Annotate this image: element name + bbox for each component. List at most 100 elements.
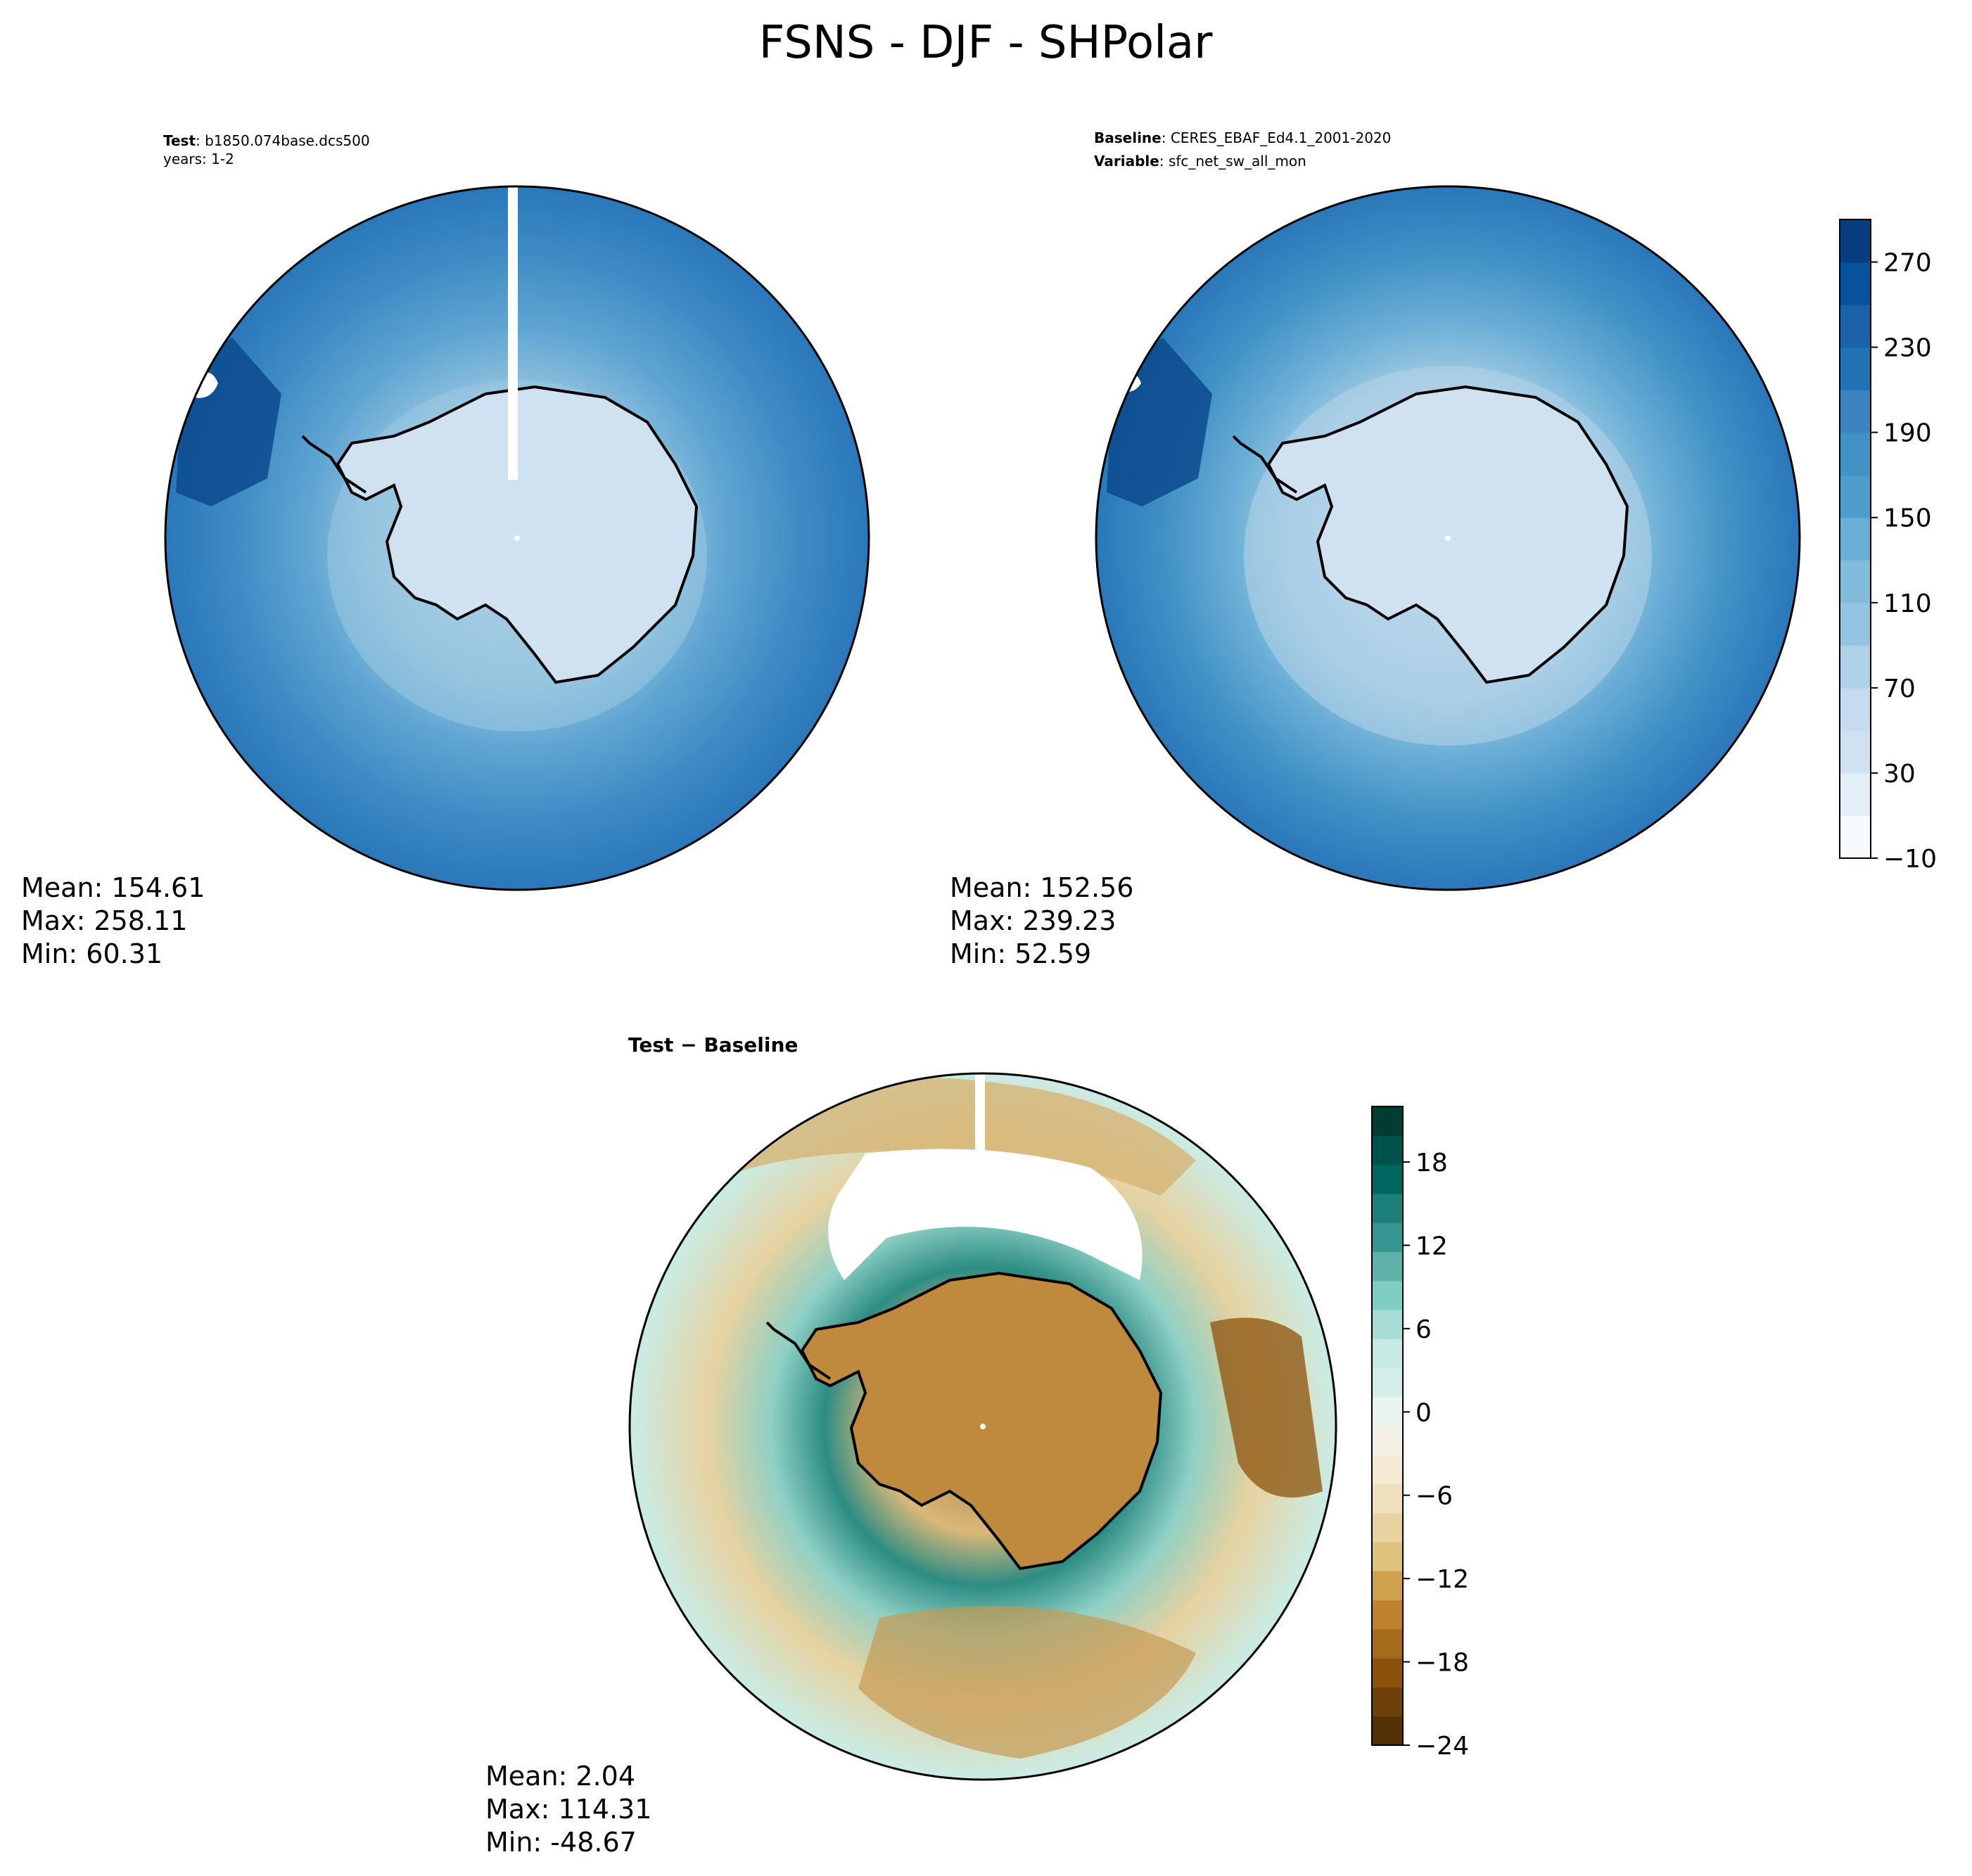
difference-south-brown-region (858, 1606, 1196, 1759)
difference-colorbar-segment (1372, 1455, 1403, 1485)
difference-map (630, 1073, 1336, 1780)
baseline-panel: Baseline: CERES_EBAF_Ed4.1_2001-2020 Var… (950, 129, 1937, 969)
baseline-header-separator: : (1162, 129, 1171, 146)
baseline-colorbar-tick-label: 70 (1883, 675, 1916, 703)
baseline-colorbar-tick-label: 270 (1883, 249, 1932, 278)
baseline-south-pole (1445, 535, 1451, 541)
baseline-colorbar-segment (1840, 305, 1871, 348)
test-missing-meridian (508, 186, 518, 480)
difference-colorbar-segment (1372, 1251, 1403, 1282)
antarctic-peninsula-difference (765, 1321, 832, 1380)
baseline-colorbar-segment (1840, 560, 1871, 604)
test-header-line-2: years: 1-2 (163, 151, 234, 167)
baseline-colorbar-tick-label: 230 (1883, 334, 1932, 363)
baseline-colorbar-frame (1839, 219, 1871, 859)
difference-colorbar-frame (1371, 1106, 1404, 1746)
difference-colorbar-segment (1372, 1135, 1403, 1166)
baseline-colorbar-segment (1840, 815, 1871, 859)
baseline-header-label: Baseline (1094, 129, 1162, 146)
test-min: Min: 60.31 (21, 938, 163, 969)
difference-colorbar-tick-label: −12 (1416, 1565, 1469, 1594)
baseline-colorbar-segment (1840, 602, 1871, 646)
difference-missing-meridian (975, 1073, 985, 1163)
baseline-colorbar-segment (1840, 772, 1871, 817)
difference-colorbar-tick-label: −24 (1416, 1732, 1469, 1761)
baseline-colorbar: −10 30 70 110 150 190 230 270 (1839, 219, 1937, 874)
variable-header-label: Variable (1094, 153, 1159, 170)
difference-colorbar-segment (1372, 1716, 1403, 1746)
difference-colorbar-tick-label: 0 (1416, 1398, 1432, 1427)
test-header-separator: : (196, 132, 205, 149)
antarctica-baseline (1266, 385, 1629, 684)
baseline-colorbar-segment (1840, 687, 1871, 731)
test-header-label: Test (163, 132, 196, 149)
baseline-map-border (1095, 185, 1801, 891)
figure-title: FSNS - DJF - SHPolar (759, 17, 1214, 69)
antarctica-test (336, 385, 699, 684)
difference-colorbar-segment (1372, 1106, 1403, 1136)
test-map-border (164, 185, 870, 891)
difference-colorbar-segment (1372, 1280, 1403, 1310)
baseline-colorbar-segment (1840, 347, 1871, 390)
difference-colorbar-tick-label: 12 (1416, 1232, 1448, 1261)
baseline-map (1096, 186, 1800, 890)
baseline-colorbar-segment (1840, 517, 1871, 561)
difference-colorbar-segment (1372, 1339, 1403, 1369)
baseline-colorbar-tick-label: 190 (1883, 419, 1932, 448)
difference-panel: Test − Baseline Mean: 2.04 Max: 114.31 M… (485, 1033, 1469, 1858)
baseline-header-line-2: Variable: sfc_net_sw_all_mon (1094, 153, 1306, 170)
difference-south-pole (980, 1424, 986, 1429)
test-south-pole (514, 535, 520, 541)
difference-colorbar-segment (1372, 1193, 1403, 1223)
difference-max: Max: 114.31 (485, 1794, 651, 1825)
baseline-dataset-name: CERES_EBAF_Ed4.1_2001-2020 (1171, 129, 1392, 146)
antarctic-peninsula-baseline (1232, 435, 1298, 494)
test-years: years: 1-2 (163, 151, 234, 167)
difference-colorbar-tick-label: −18 (1416, 1649, 1469, 1678)
baseline-max: Max: 239.23 (950, 905, 1116, 936)
difference-colorbar-segment (1372, 1223, 1403, 1252)
difference-map-border (628, 1072, 1337, 1781)
difference-mean: Mean: 2.04 (485, 1761, 635, 1792)
test-case-name: b1850.074base.dcs500 (205, 132, 369, 149)
difference-colorbar-segment (1372, 1512, 1403, 1543)
baseline-colorbar-tick-label: 30 (1883, 760, 1916, 789)
difference-colorbar-segment (1372, 1571, 1403, 1601)
baseline-colorbar-segment (1840, 432, 1871, 476)
test-max: Max: 258.11 (21, 905, 187, 936)
difference-sea-ice-gap (828, 1149, 1143, 1280)
difference-colorbar-segment (1372, 1309, 1403, 1339)
baseline-colorbar-segment (1840, 475, 1871, 518)
baseline-header-line-1: Baseline: CERES_EBAF_Ed4.1_2001-2020 (1094, 129, 1391, 146)
difference-colorbar-segment (1372, 1483, 1403, 1514)
baseline-colorbar-segment (1840, 219, 1871, 263)
difference-east-brown-region (1210, 1317, 1323, 1498)
test-mean: Mean: 154.61 (21, 872, 205, 903)
difference-colorbar-tick-label: 18 (1416, 1149, 1448, 1178)
difference-colorbar-segment (1372, 1426, 1403, 1455)
difference-min: Min: -48.67 (485, 1827, 637, 1858)
difference-colorbar-tick-label: −6 (1416, 1482, 1453, 1511)
difference-colorbar-segment (1372, 1628, 1403, 1659)
difference-colorbar-segment (1372, 1396, 1403, 1427)
baseline-colorbar-segment (1840, 390, 1871, 433)
difference-colorbar-segment (1372, 1542, 1403, 1571)
test-map (165, 186, 869, 890)
antarctica-difference (800, 1271, 1163, 1571)
test-panel: Test: b1850.074base.dcs500 years: 1-2 Me… (21, 132, 870, 969)
baseline-mean: Mean: 152.56 (950, 872, 1133, 903)
difference-header: Test − Baseline (628, 1033, 798, 1057)
difference-colorbar-segment (1372, 1164, 1403, 1194)
baseline-colorbar-segment (1840, 730, 1871, 774)
difference-colorbar-tick-label: 6 (1416, 1315, 1432, 1344)
baseline-colorbar-segment (1840, 645, 1871, 689)
test-header-line-1: Test: b1850.074base.dcs500 (163, 132, 370, 149)
difference-colorbar-segment (1372, 1658, 1403, 1688)
baseline-colorbar-segment (1840, 262, 1871, 305)
difference-colorbar-segment (1372, 1367, 1403, 1398)
baseline-min: Min: 52.59 (950, 938, 1091, 969)
difference-colorbar: −24 −18 −12 −6 0 6 12 18 (1371, 1106, 1469, 1761)
variable-header-separator: : (1159, 153, 1169, 170)
antarctic-peninsula-test (301, 435, 367, 494)
